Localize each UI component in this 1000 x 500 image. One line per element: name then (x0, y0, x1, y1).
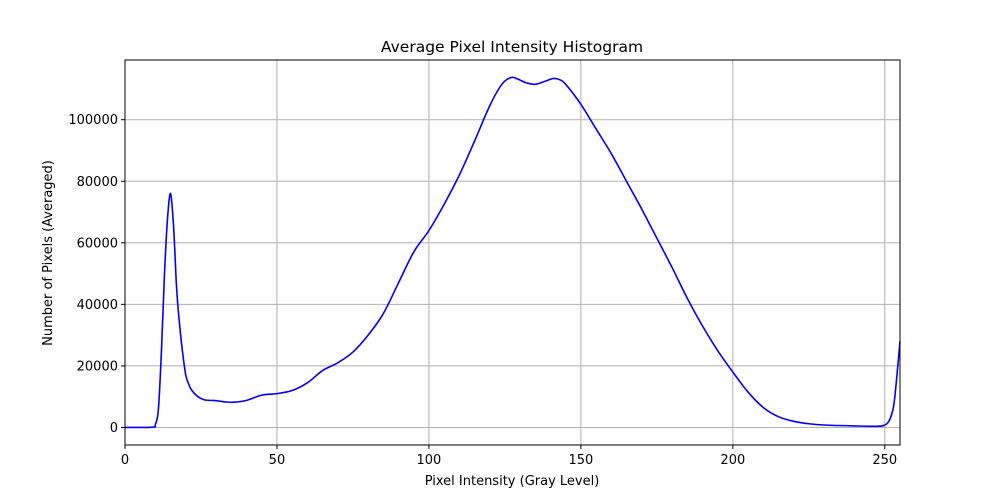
x-tick-label: 250 (872, 453, 897, 468)
x-tick-label: 0 (121, 453, 129, 468)
x-tick-label: 100 (417, 453, 442, 468)
y-tick-label: 0 (110, 421, 118, 436)
chart-title: Average Pixel Intensity Histogram (381, 38, 643, 56)
x-axis-ticks: 0 50 100 150 200 250 (121, 445, 897, 468)
y-tick-label: 20000 (77, 359, 118, 374)
y-axis-ticks: 0 20000 40000 60000 80000 100000 (68, 113, 125, 436)
plot-area-frame (124, 59, 901, 446)
y-tick-label: 80000 (77, 175, 118, 190)
x-tick-label: 200 (720, 453, 745, 468)
grid (124, 60, 900, 445)
intensity-curve (124, 76, 901, 429)
y-tick-label: 60000 (77, 236, 118, 251)
x-tick-label: 50 (269, 453, 286, 468)
x-axis-label: Pixel Intensity (Gray Level) (425, 474, 600, 489)
y-tick-label: 40000 (77, 298, 118, 313)
y-tick-label: 100000 (68, 113, 118, 128)
y-axis-label: Number of Pixels (Averaged) (41, 160, 56, 346)
x-tick-label: 150 (568, 453, 593, 468)
